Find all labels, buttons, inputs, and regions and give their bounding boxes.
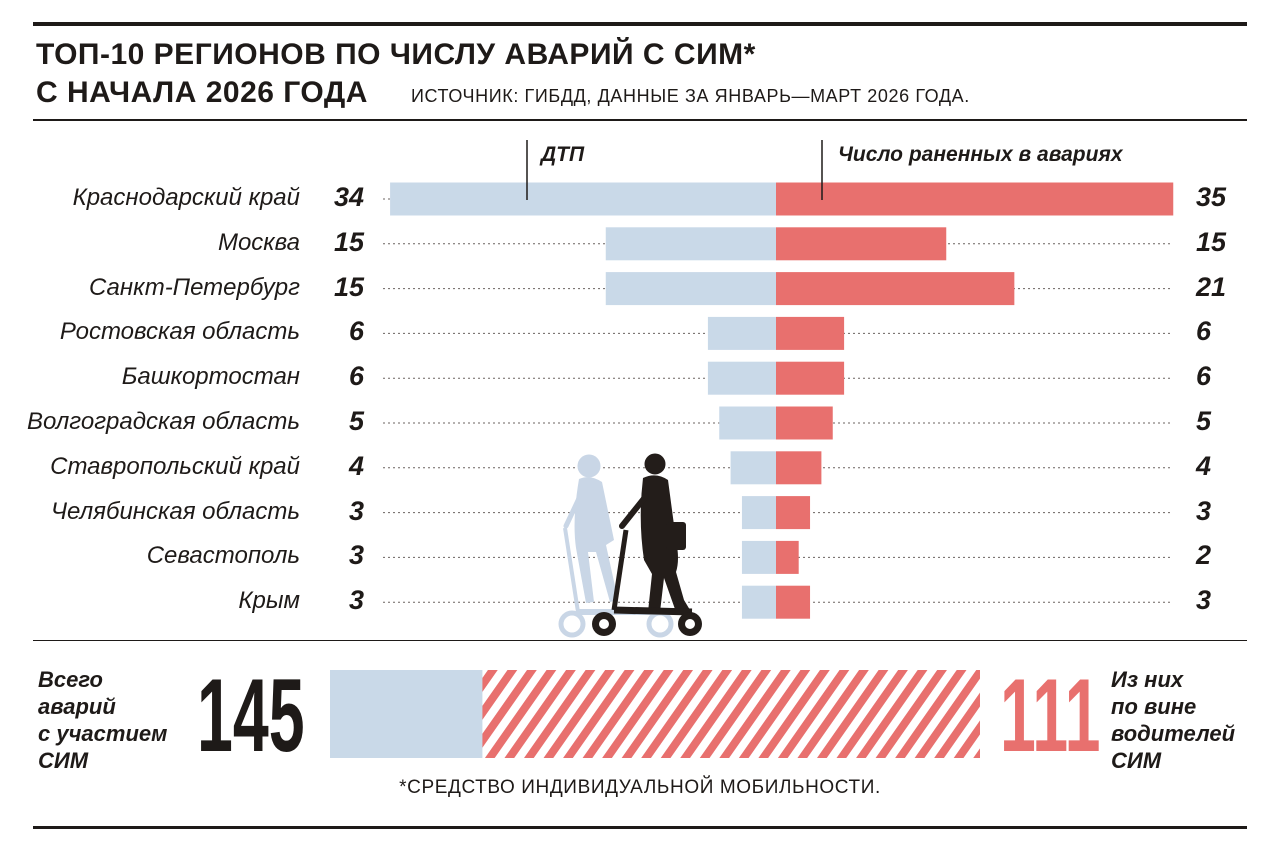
region-label: Ростовская область: [59, 318, 300, 346]
value-label-dtp: 6: [348, 316, 364, 347]
legend-dtp: ДТП: [541, 143, 585, 166]
bar-injured: [776, 540, 799, 574]
bar-dtp: [707, 361, 776, 395]
value-label-dtp: 3: [348, 540, 364, 571]
source-note: ИСТОЧНИК: ГИБДД, ДАННЫЕ ЗА ЯНВАРЬ—МАРТ 2…: [411, 86, 970, 106]
region-label: Волгоградская область: [26, 408, 300, 435]
region-label: Ставропольский край: [50, 452, 300, 480]
total-label-line: аварий: [38, 694, 116, 719]
total-label: Всего аварий с участием СИМ: [38, 666, 167, 774]
bar-dtp: [719, 406, 776, 440]
region-label: Башкортостан: [121, 363, 300, 391]
driver-fault-bar: [482, 670, 980, 758]
total-value: 145: [197, 658, 305, 774]
top-rule: [33, 22, 1247, 26]
bar-dtp: [605, 272, 776, 306]
bar-dtp: [741, 585, 776, 619]
bar-injured: [776, 451, 822, 485]
driver-fault-label: Из них по вине водителей СИМ: [1111, 666, 1235, 774]
value-label-injured: 6: [1196, 316, 1212, 347]
bar-injured: [776, 496, 811, 530]
driver-fault-label-line: СИМ: [1111, 748, 1162, 773]
footnote: *СРЕДСТВО ИНДИВИДУАЛЬНОЙ МОБИЛЬНОСТИ.: [399, 777, 881, 798]
region-label: Санкт-Петербург: [88, 273, 300, 301]
bar-injured: [776, 316, 845, 350]
driver-fault-label-line: по вине: [1111, 694, 1197, 719]
value-label-dtp: 34: [333, 182, 364, 212]
value-label-injured: 3: [1196, 495, 1212, 526]
bar-dtp: [390, 182, 776, 216]
value-label-injured: 5: [1196, 406, 1212, 436]
value-label-injured: 4: [1196, 450, 1212, 481]
driver-fault-value: 111: [1000, 658, 1101, 774]
value-label-injured: 35: [1196, 182, 1227, 212]
value-label-dtp: 6: [348, 361, 364, 392]
value-label-injured: 6: [1196, 361, 1212, 392]
region-label: Москва: [217, 228, 300, 256]
bar-injured: [776, 227, 947, 261]
bar-injured: [776, 182, 1174, 216]
driver-fault-label-line: Из них: [1111, 667, 1184, 692]
value-label-dtp: 3: [348, 495, 364, 526]
legend-injured: Число раненных в авариях: [838, 143, 1123, 166]
value-label-dtp: 15: [333, 271, 364, 302]
region-label: Севастополь: [146, 542, 300, 570]
bar-injured: [776, 272, 1015, 306]
totals-rule: [33, 640, 1247, 641]
value-label-injured: 15: [1196, 226, 1227, 257]
chart-title-line2: С НАЧАЛА 2026 ГОДА: [36, 76, 368, 109]
driver-fault-label-line: водителей: [1111, 721, 1236, 746]
total-label-line: СИМ: [38, 748, 89, 773]
value-label-dtp: 4: [348, 450, 364, 481]
bar-dtp: [741, 540, 776, 574]
chart-title-line1: ТОП-10 РЕГИОНОВ ПО ЧИСЛУ АВАРИЙ С СИМ*: [36, 38, 756, 71]
scooter-rider-icon: [592, 453, 702, 636]
bottom-rule: [33, 826, 1247, 829]
bar-dtp: [730, 451, 776, 485]
value-label-injured: 3: [1196, 585, 1212, 616]
bar-dtp: [605, 227, 776, 261]
region-label: Крым: [238, 587, 300, 615]
region-label: Челябинская область: [50, 497, 300, 525]
total-label-line: Всего: [38, 667, 103, 692]
bar-injured: [776, 406, 833, 440]
region-label: Краснодарский край: [72, 184, 300, 211]
value-label-injured: 2: [1196, 540, 1212, 571]
bar-injured: [776, 361, 845, 395]
header-rule: [33, 119, 1247, 121]
value-label-injured: 21: [1196, 271, 1227, 302]
total-label-line: с участием: [38, 721, 168, 746]
bar-dtp: [707, 316, 776, 350]
value-label-dtp: 5: [348, 406, 364, 436]
bar-dtp: [741, 496, 776, 530]
bar-injured: [776, 585, 811, 619]
value-label-dtp: 15: [333, 226, 364, 257]
value-label-dtp: 3: [348, 585, 364, 616]
